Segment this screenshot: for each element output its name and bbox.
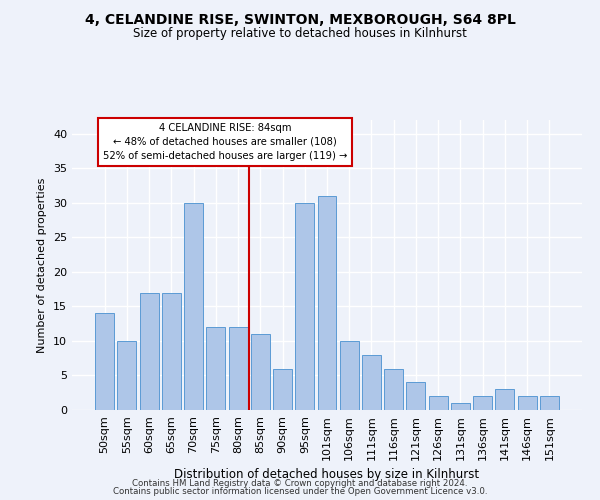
- Bar: [95, 314, 114, 410]
- X-axis label: Distribution of detached houses by size in Kilnhurst: Distribution of detached houses by size …: [175, 468, 479, 481]
- Bar: [518, 396, 536, 410]
- Bar: [317, 196, 337, 410]
- Text: Contains HM Land Registry data © Crown copyright and database right 2024.: Contains HM Land Registry data © Crown c…: [132, 478, 468, 488]
- Text: 4, CELANDINE RISE, SWINTON, MEXBOROUGH, S64 8PL: 4, CELANDINE RISE, SWINTON, MEXBOROUGH, …: [85, 12, 515, 26]
- Bar: [406, 382, 425, 410]
- Bar: [140, 292, 158, 410]
- Y-axis label: Number of detached properties: Number of detached properties: [37, 178, 47, 352]
- Bar: [340, 341, 359, 410]
- Bar: [540, 396, 559, 410]
- Text: Size of property relative to detached houses in Kilnhurst: Size of property relative to detached ho…: [133, 28, 467, 40]
- Bar: [229, 327, 248, 410]
- Bar: [384, 368, 403, 410]
- Bar: [118, 341, 136, 410]
- Text: Contains public sector information licensed under the Open Government Licence v3: Contains public sector information licen…: [113, 487, 487, 496]
- Bar: [429, 396, 448, 410]
- Bar: [295, 203, 314, 410]
- Bar: [473, 396, 492, 410]
- Bar: [206, 327, 225, 410]
- Bar: [273, 368, 292, 410]
- Bar: [184, 203, 203, 410]
- Bar: [451, 403, 470, 410]
- Bar: [251, 334, 270, 410]
- Bar: [496, 390, 514, 410]
- Bar: [162, 292, 181, 410]
- Text: 4 CELANDINE RISE: 84sqm
← 48% of detached houses are smaller (108)
52% of semi-d: 4 CELANDINE RISE: 84sqm ← 48% of detache…: [103, 123, 347, 161]
- Bar: [362, 355, 381, 410]
